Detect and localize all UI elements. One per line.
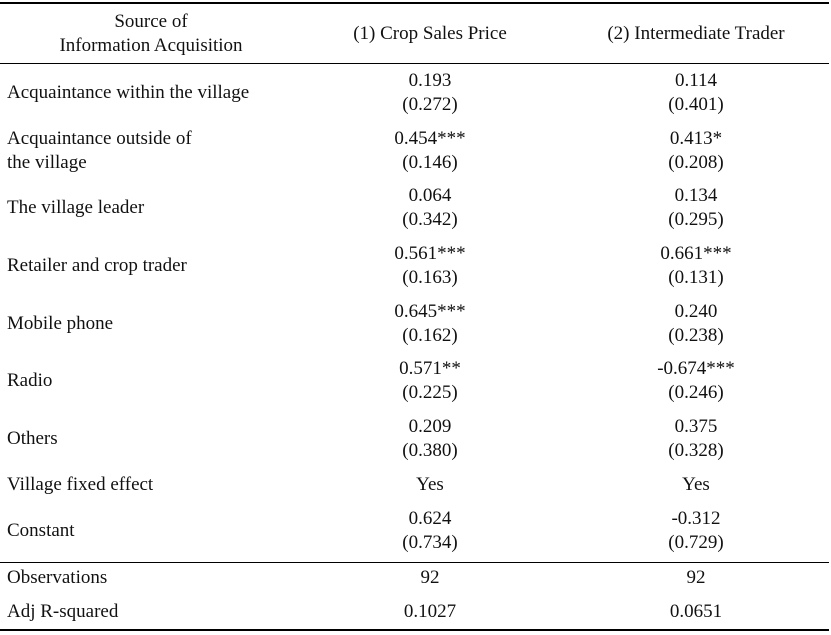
row-label-line: Constant [7, 520, 75, 541]
row-label: Retailer and crop trader [7, 254, 187, 278]
standard-error: (0.238) [668, 325, 724, 346]
row-value-crop-sales: 0.454*** (0.146) [330, 127, 530, 175]
row-value-trader: 0.375 (0.328) [596, 415, 796, 463]
coefficient: 0.561*** [394, 243, 466, 264]
header-crop-sales-price: (1) Crop Sales Price [353, 23, 507, 44]
row-value-crop-sales: 0.624 (0.734) [330, 507, 530, 555]
header-source-line-1: Source of [114, 11, 188, 32]
bottom-rule [0, 629, 829, 631]
coefficient: 0.413* [669, 128, 723, 149]
row-value-trader: -0.674*** (0.246) [596, 357, 796, 405]
stat-value-crop-sales: 92 [330, 566, 530, 590]
row-label: Others [7, 427, 58, 451]
row-value-crop-sales: 0.209 (0.380) [330, 415, 530, 463]
stat-value: 0.1027 [403, 601, 457, 622]
coefficient: 0.661*** [660, 243, 732, 264]
row-label-line: Acquaintance within the village [7, 82, 250, 103]
row-value-trader: 0.661*** (0.131) [596, 242, 796, 290]
standard-error: (0.295) [668, 209, 724, 230]
coefficient: 0.571** [399, 358, 461, 379]
row-value-trader: 0.134 (0.295) [596, 184, 796, 232]
stat-label-line: Observations [7, 567, 108, 588]
row-label: Mobile phone [7, 312, 113, 336]
row-label: Acquaintance outside of the village [7, 127, 192, 175]
row-label-line: Others [7, 428, 58, 449]
standard-error: (0.342) [402, 209, 458, 230]
stat-value-crop-sales: 0.1027 [330, 600, 530, 624]
row-label: Constant [7, 519, 75, 543]
standard-error: (0.246) [668, 382, 724, 403]
row-label-line: the village [7, 152, 87, 173]
coefficient: 0.624 [408, 508, 452, 529]
standard-error: (0.146) [402, 152, 458, 173]
coefficient: -0.312 [671, 508, 721, 529]
stat-value: 92 [420, 567, 440, 588]
stat-label-observations: Observations [7, 566, 107, 590]
row-label-line: Acquaintance outside of [7, 128, 192, 149]
row-label: The village leader [7, 196, 144, 220]
row-value-trader: 0.114 (0.401) [596, 69, 796, 117]
coefficient: 0.375 [674, 416, 718, 437]
row-value-trader: 0.413* (0.208) [596, 127, 796, 175]
standard-error: (0.380) [402, 440, 458, 461]
row-label: Radio [7, 369, 52, 393]
standard-error: (0.734) [402, 532, 458, 553]
header-intermediate-trader: (2) Intermediate Trader [607, 23, 785, 44]
row-label: Acquaintance within the village [7, 81, 249, 105]
row-label: Village fixed effect [7, 473, 153, 497]
coefficient: 0.240 [674, 301, 718, 322]
header-rule [0, 63, 829, 64]
standard-error: (0.208) [668, 152, 724, 173]
standard-error: (0.328) [668, 440, 724, 461]
stat-value-trader: 92 [596, 566, 796, 590]
row-value-crop-sales: 0.193 (0.272) [330, 69, 530, 117]
row-value-crop-sales: 0.561*** (0.163) [330, 242, 530, 290]
stat-label-line: Adj R-squared [7, 601, 119, 622]
row-value-crop-sales: Yes [330, 473, 530, 497]
row-value-trader: 0.240 (0.238) [596, 300, 796, 348]
coefficient: 0.064 [408, 185, 452, 206]
row-label-line: Village fixed effect [7, 474, 154, 495]
coefficient: Yes [416, 474, 444, 495]
stat-value-trader: 0.0651 [596, 600, 796, 624]
coefficient: 0.209 [408, 416, 452, 437]
standard-error: (0.225) [402, 382, 458, 403]
standard-error: (0.272) [402, 94, 458, 115]
row-label-line: Retailer and crop trader [7, 255, 187, 276]
header-source: Source of Information Acquisition [0, 10, 302, 58]
stat-label-adj-r-squared: Adj R-squared [7, 600, 118, 624]
top-rule [0, 2, 829, 4]
coefficient: 0.645*** [394, 301, 466, 322]
standard-error: (0.131) [668, 267, 724, 288]
coefficient: 0.454*** [394, 128, 466, 149]
coefficient: 0.193 [408, 70, 452, 91]
coefficient: Yes [682, 474, 710, 495]
standard-error: (0.401) [668, 94, 724, 115]
standard-error: (0.162) [402, 325, 458, 346]
coefficient: -0.674*** [657, 358, 735, 379]
row-label-line: Radio [7, 370, 53, 391]
row-value-crop-sales: 0.645*** (0.162) [330, 300, 530, 348]
standard-error: (0.729) [668, 532, 724, 553]
row-value-trader: Yes [596, 473, 796, 497]
row-value-crop-sales: 0.571** (0.225) [330, 357, 530, 405]
stats-rule [0, 562, 829, 563]
stat-value: 92 [686, 567, 706, 588]
row-label-line: Mobile phone [7, 313, 114, 334]
header-source-line-2: Information Acquisition [59, 35, 243, 56]
stat-value: 0.0651 [669, 601, 723, 622]
standard-error: (0.163) [402, 267, 458, 288]
row-label-line: The village leader [7, 197, 145, 218]
row-value-trader: -0.312 (0.729) [596, 507, 796, 555]
coefficient: 0.114 [674, 70, 718, 91]
coefficient: 0.134 [674, 185, 718, 206]
row-value-crop-sales: 0.064 (0.342) [330, 184, 530, 232]
